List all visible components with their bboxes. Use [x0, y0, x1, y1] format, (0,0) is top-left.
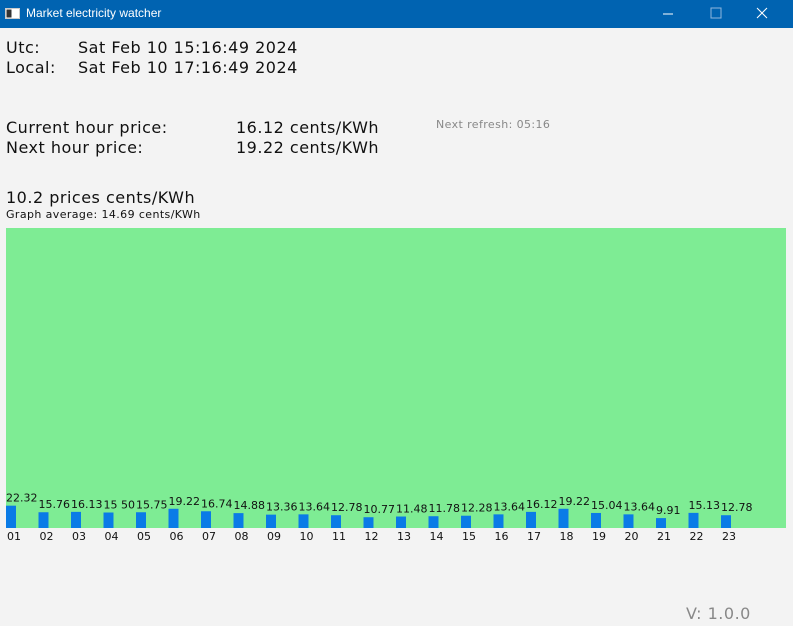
title-bar: Market electricity watcher [0, 0, 793, 28]
x-tick-label: 16 [495, 530, 509, 543]
value-label: 15 50 [104, 499, 136, 512]
x-tick-label: 12 [365, 530, 379, 543]
bar [493, 514, 504, 528]
value-label: 11.78 [429, 502, 461, 515]
x-tick-label: 05 [137, 530, 151, 543]
bar [526, 511, 536, 528]
utc-label: Utc: [6, 38, 41, 57]
x-tick-label: 22 [690, 530, 704, 543]
local-time: Sat Feb 10 17:16:49 2024 [78, 58, 298, 77]
next-refresh: Next refresh: 05:16 [436, 118, 551, 131]
value-label: 15.13 [689, 499, 721, 512]
bar [558, 508, 569, 528]
bar [6, 505, 16, 528]
x-tick-label: 20 [625, 530, 639, 543]
bar [396, 516, 406, 528]
bar [363, 517, 374, 528]
local-label: Local: [6, 58, 56, 77]
value-label: 19.22 [169, 495, 201, 508]
chart-subtitle: Graph average: 14.69 cents/KWh [6, 208, 201, 221]
bar [688, 512, 699, 528]
bar [428, 516, 439, 528]
x-tick-label: 06 [170, 530, 184, 543]
bar [331, 515, 341, 528]
value-label: 13.64 [299, 500, 331, 513]
window-title: Market electricity watcher [26, 6, 162, 20]
x-tick-label: 07 [202, 530, 216, 543]
value-label: 13.64 [494, 500, 526, 513]
value-label: 14.88 [234, 499, 266, 512]
bar [298, 514, 309, 528]
app-icon [5, 8, 20, 19]
bar [721, 515, 731, 528]
bar [71, 511, 81, 528]
current-price-label: Current hour price: [6, 118, 168, 137]
value-label: 16.13 [71, 498, 103, 511]
plot-area [6, 228, 786, 528]
bar [591, 512, 601, 528]
version: V: 1.0.0 [686, 604, 751, 623]
x-tick-label: 13 [397, 530, 411, 543]
close-button[interactable] [756, 7, 768, 19]
chart: 22.32 01 15.76 02 16.13 03 15 50 04 15.75 05 19.22… [6, 228, 786, 543]
bar [266, 514, 276, 528]
next-price-label: Next hour price: [6, 138, 144, 157]
bar [201, 511, 211, 528]
value-label: 9.91 [656, 504, 681, 517]
bar [38, 512, 49, 528]
utc-time: Sat Feb 10 15:16:49 2024 [78, 38, 298, 57]
bar [168, 508, 179, 528]
value-label: 12.28 [461, 502, 493, 515]
value-label: 12.78 [721, 501, 753, 514]
value-label: 16.12 [526, 498, 558, 511]
value-label: 22.32 [6, 492, 38, 505]
x-tick-label: 04 [105, 530, 119, 543]
bar [461, 515, 471, 528]
value-label: 16.74 [201, 497, 233, 510]
x-tick-label: 19 [592, 530, 606, 543]
x-tick-label: 01 [7, 530, 21, 543]
x-tick-label: 10 [300, 530, 314, 543]
x-tick-label: 17 [527, 530, 541, 543]
x-tick-label: 11 [332, 530, 346, 543]
window-controls [663, 7, 768, 19]
next-price: 19.22 cents/KWh [236, 138, 380, 157]
maximize-button[interactable] [710, 7, 722, 19]
value-label: 15.04 [591, 499, 623, 512]
value-label: 13.64 [624, 500, 656, 513]
value-label: 13.36 [266, 501, 298, 514]
chart-title: 10.2 prices cents/KWh [6, 188, 196, 207]
bar [623, 514, 634, 528]
bar [103, 512, 114, 528]
current-price: 16.12 cents/KWh [236, 118, 380, 137]
value-label: 19.22 [559, 495, 591, 508]
x-tick-label: 14 [430, 530, 444, 543]
x-tick-label: 21 [657, 530, 671, 543]
x-tick-label: 15 [462, 530, 476, 543]
value-label: 11.48 [396, 503, 428, 516]
bar [656, 518, 666, 528]
value-label: 15.75 [136, 498, 168, 511]
x-tick-label: 03 [72, 530, 86, 543]
bar [233, 513, 244, 528]
value-label: 10.77 [364, 503, 396, 516]
x-tick-label: 23 [722, 530, 736, 543]
x-tick-label: 02 [40, 530, 54, 543]
x-tick-label: 08 [235, 530, 249, 543]
value-label: 12.78 [331, 501, 363, 514]
x-tick-label: 09 [267, 530, 281, 543]
x-tick-label: 18 [560, 530, 574, 543]
bar [136, 512, 146, 528]
value-label: 15.76 [39, 498, 71, 511]
